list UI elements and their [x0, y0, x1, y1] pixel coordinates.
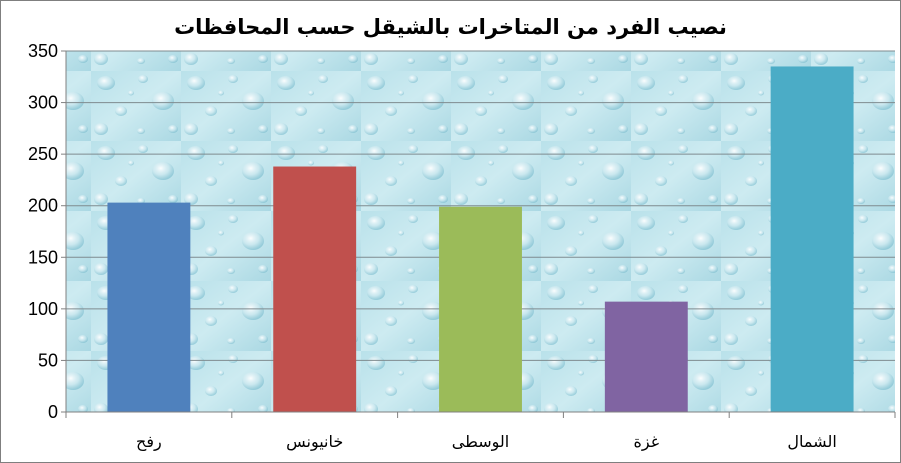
- y-tick-label: 50: [38, 350, 58, 370]
- x-category-label: الوسطى: [452, 432, 509, 452]
- bar-4: [770, 66, 854, 412]
- y-tick-label: 150: [28, 247, 58, 267]
- y-tick-label: 100: [28, 299, 58, 319]
- x-category-label: خانيونس: [286, 432, 343, 452]
- bar-3: [604, 301, 688, 412]
- bar-0: [107, 202, 191, 412]
- x-category-label: غزة: [634, 432, 660, 452]
- axes: [61, 50, 896, 418]
- y-tick-label: 350: [28, 41, 58, 61]
- bars: [107, 66, 854, 412]
- chart-title: نصيب الفرد من المتاخرات بالشيقل حسب المح…: [174, 15, 727, 39]
- y-tick-label: 0: [48, 402, 58, 422]
- bar-1: [273, 166, 357, 412]
- x-category-label: رفح: [136, 432, 162, 452]
- bar-2: [439, 206, 522, 412]
- x-category-labels: رفح خانيونس الوسطى غزة الشمال: [136, 432, 837, 452]
- y-tick-labels: 0 50 100 150 200 250 300 350: [28, 41, 58, 422]
- y-tick-label: 250: [28, 144, 58, 164]
- y-tick-label: 200: [28, 196, 58, 216]
- x-category-label: الشمال: [787, 432, 836, 451]
- y-tick-label: 300: [28, 93, 58, 113]
